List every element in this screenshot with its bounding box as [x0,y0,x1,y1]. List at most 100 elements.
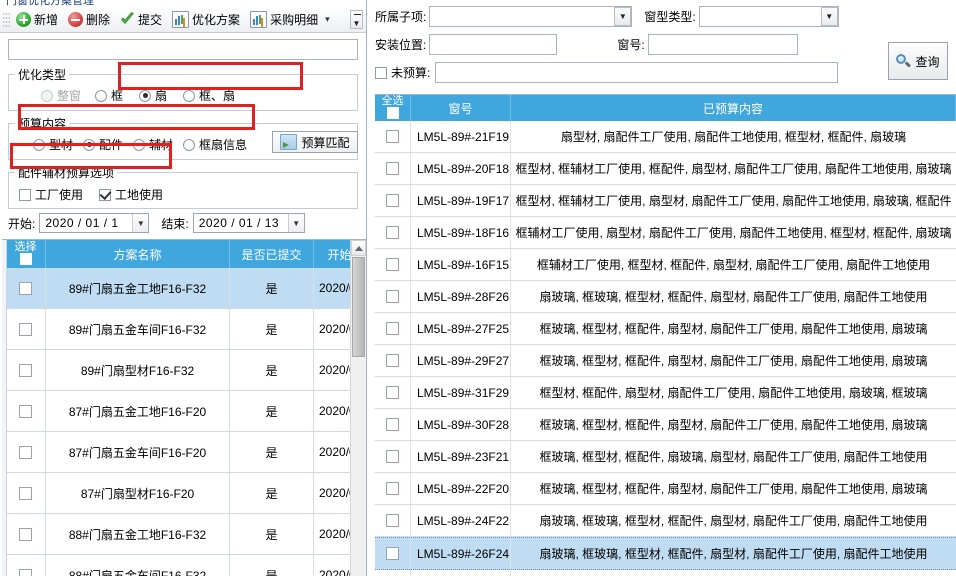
row-checkbox-cell[interactable] [375,153,411,184]
unbudgeted-input[interactable] [435,62,839,83]
table-row[interactable]: 88#门扇五金工地F16-F32 是 2020/0 [6,514,366,555]
start-date-input[interactable]: 2020 / 01 / 1 ▼ [39,213,150,233]
row-checkbox[interactable] [19,363,32,377]
table-row[interactable]: LM5L-89#-25F23扇玻璃, 框玻璃, 框型材, 框配件, 扇型材, 扇… [375,570,956,576]
window-no-input[interactable] [647,34,798,55]
radio-frame-sash-info[interactable]: 框扇信息 [183,136,247,153]
row-checkbox-cell[interactable] [6,432,46,472]
chevron-down-icon[interactable]: ▼ [287,214,304,232]
table-row[interactable]: LM5L-89#-31F29 框型材, 框配件, 扇型材, 扇配件工厂使用, 扇配… [375,377,956,409]
table-row[interactable]: LM5L-89#-30F28 框玻璃, 框型材, 框配件, 扇型材, 扇配件工厂使… [375,409,956,441]
row-checkbox[interactable] [19,445,32,459]
radio-profile[interactable]: 型材 [33,136,73,153]
checkbox-site-use[interactable]: 工地使用 [99,186,163,203]
purchase-detail-button[interactable]: 采购明细 ▾ [246,9,336,30]
radio-whole-window[interactable]: 整窗 [41,87,81,104]
toolbar-overflow-icon[interactable]: ▼ [350,10,363,29]
row-checkbox[interactable] [19,281,32,295]
table-row[interactable]: LM5L-89#-16F15 框辅材工厂使用, 框型材, 框配件, 扇型材, 扇配… [375,249,956,281]
row-checkbox-cell[interactable] [375,377,411,408]
table-row[interactable]: LM5L-89#-23F21 框玻璃, 框型材, 框配件, 扇玻璃, 扇型材, 扇… [375,441,956,473]
column-header-select-all[interactable]: 全选 [375,95,411,121]
row-checkbox-cell[interactable] [375,570,411,576]
radio-frame-and-sash[interactable]: 框、扇 [183,87,235,104]
chevron-down-icon[interactable]: ▼ [614,7,632,26]
row-checkbox-cell[interactable] [375,505,411,536]
row-checkbox-cell[interactable] [375,441,411,472]
checkbox-factory-use[interactable]: 工厂使用 [19,186,83,203]
radio-frame[interactable]: 框 [95,87,123,104]
toolbar-grip[interactable] [3,10,10,29]
table-row[interactable]: 89#门扇型材F16-F32 是 2020/0 [6,350,366,391]
column-header-select[interactable]: 选择 [6,240,46,268]
end-date-input[interactable]: 2020 / 01 / 13 ▼ [192,213,305,233]
row-checkbox[interactable] [386,482,399,495]
scroll-up-icon[interactable] [351,240,366,256]
row-checkbox-cell[interactable] [6,350,46,390]
table-row[interactable]: 87#门扇五金工地F16-F20 是 2020/0 [6,391,366,432]
row-checkbox-cell[interactable] [6,514,46,554]
table-row[interactable]: 89#门扇五金工地F16-F32 是 2020/0 [6,268,366,309]
checkbox-unbudgeted[interactable]: 未预算: [375,64,433,81]
search-input[interactable] [8,39,358,60]
row-checkbox-cell[interactable] [375,249,411,280]
chevron-down-icon[interactable]: ▼ [132,214,149,232]
select-all-checkbox[interactable] [19,253,32,265]
table-row[interactable]: LM5L-89#-21F19 扇型材, 扇配件工厂使用, 扇配件工地使用, 框型材… [375,121,956,153]
chevron-down-icon[interactable]: ▾ [325,14,330,24]
table-row[interactable]: LM5L-89#-20F18 框型材, 框辅材工厂使用, 框配件, 扇型材, 扇配… [375,153,956,185]
row-checkbox[interactable] [386,290,399,303]
row-checkbox[interactable] [19,404,32,418]
budget-match-button[interactable]: 预算匹配 [272,131,358,153]
query-button[interactable]: 查询 [888,42,948,80]
row-checkbox[interactable] [386,226,399,239]
table-row[interactable]: LM5L-89#-24F22 扇玻璃, 框玻璃, 框型材, 框配件, 扇型材, 扇… [375,505,956,537]
row-checkbox-cell[interactable] [6,391,46,431]
row-checkbox-cell[interactable] [6,555,46,576]
column-header-plan-name[interactable]: 方案名称 [46,240,230,268]
table-row[interactable]: 87#门扇五金车间F16-F20 是 2020/0 [6,432,366,473]
table-row[interactable]: 88#门扇五金车间F16-F32 是 2020/0 [6,555,366,576]
radio-accessory[interactable]: 配件 [83,136,123,153]
row-checkbox-cell[interactable] [6,473,46,513]
row-checkbox[interactable] [386,418,399,431]
scroll-thumb[interactable] [352,257,365,357]
window-type-select[interactable]: ▼ [698,6,839,27]
table-row[interactable]: LM5L-89#-29F27 框玻璃, 框型材, 框配件, 扇型材, 扇配件工厂使… [375,345,956,377]
row-checkbox-cell[interactable] [375,185,411,216]
row-checkbox[interactable] [19,568,32,576]
radio-auxiliary[interactable]: 辅材 [133,136,173,153]
row-checkbox[interactable] [386,514,399,527]
column-header-submitted[interactable]: 是否已提交 [230,240,314,268]
row-checkbox[interactable] [386,386,399,399]
row-checkbox-cell[interactable] [375,217,411,248]
table-row[interactable]: LM5L-89#-27F25 框玻璃, 框型材, 框配件, 扇型材, 扇配件工厂使… [375,313,956,345]
row-checkbox[interactable] [386,354,399,367]
row-checkbox[interactable] [386,547,399,560]
row-checkbox-cell[interactable] [375,281,411,312]
row-checkbox[interactable] [19,486,32,500]
radio-sash[interactable]: 扇 [139,87,167,104]
row-checkbox[interactable] [386,322,399,335]
row-checkbox-cell[interactable] [375,313,411,344]
row-checkbox-cell[interactable] [375,409,411,440]
row-checkbox[interactable] [386,450,399,463]
row-checkbox[interactable] [19,527,32,541]
column-header-budgeted-content[interactable]: 已预算内容 [511,95,956,121]
row-checkbox[interactable] [386,258,399,271]
column-header-window-no[interactable]: 窗号 [411,95,511,121]
row-checkbox-cell[interactable] [6,309,46,349]
row-checkbox-cell[interactable] [375,473,411,504]
table-row[interactable]: 89#门扇五金车间F16-F32 是 2020/0 [6,309,366,350]
row-checkbox[interactable] [19,322,32,336]
row-checkbox[interactable] [386,162,399,175]
row-checkbox[interactable] [386,194,399,207]
select-all-checkbox[interactable] [386,107,399,119]
row-checkbox-cell[interactable] [6,268,46,308]
add-button[interactable]: 新增 [12,9,64,30]
row-checkbox-cell[interactable] [375,345,411,376]
table-row[interactable]: 87#门扇型材F16-F20 是 2020/0 [6,473,366,514]
table-row[interactable]: LM5L-89#-28F26 扇玻璃, 框玻璃, 框型材, 框配件, 扇型材, 扇… [375,281,956,313]
row-checkbox[interactable] [386,130,399,143]
row-checkbox-cell[interactable] [375,121,411,152]
